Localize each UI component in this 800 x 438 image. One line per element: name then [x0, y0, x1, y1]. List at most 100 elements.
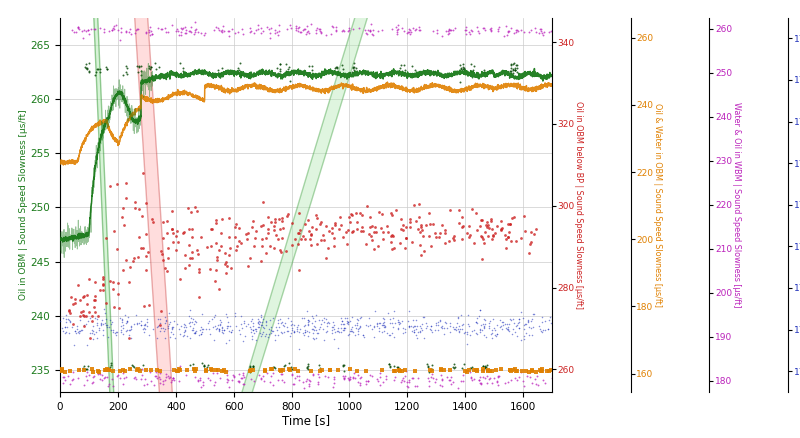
Point	[181, 332, 194, 339]
Point	[121, 317, 134, 324]
Point	[249, 234, 262, 241]
Point	[518, 28, 530, 35]
Point	[470, 318, 482, 325]
Point	[518, 335, 530, 342]
Point	[459, 27, 472, 34]
Point	[137, 169, 150, 176]
Point	[120, 373, 133, 380]
Point	[66, 369, 79, 376]
Point	[98, 306, 110, 313]
Point	[258, 332, 271, 339]
Point	[394, 367, 406, 374]
Point	[314, 218, 327, 225]
Point	[294, 236, 307, 243]
Point	[495, 325, 508, 332]
Point	[365, 30, 378, 37]
Point	[447, 233, 460, 240]
Point	[473, 377, 486, 384]
Point	[119, 328, 132, 335]
Point	[71, 25, 84, 32]
Point	[526, 324, 539, 331]
Point	[123, 25, 136, 32]
Point	[181, 367, 194, 374]
Point	[208, 313, 221, 320]
Point	[157, 325, 170, 332]
Point	[263, 243, 276, 250]
Point	[306, 315, 319, 322]
Point	[452, 314, 465, 321]
Point	[150, 368, 162, 375]
Point	[262, 230, 274, 237]
Point	[77, 364, 90, 371]
Point	[435, 324, 448, 331]
Point	[181, 205, 194, 212]
Point	[89, 314, 102, 321]
Point	[209, 278, 222, 285]
Point	[188, 317, 201, 324]
Point	[390, 31, 403, 38]
Point	[352, 331, 365, 338]
Point	[269, 29, 282, 36]
Point	[321, 374, 334, 381]
Point	[62, 316, 74, 323]
Point	[238, 380, 250, 387]
Point	[517, 314, 530, 321]
Point	[294, 28, 306, 35]
Point	[522, 323, 535, 330]
Point	[302, 360, 314, 367]
Point	[345, 229, 358, 236]
Point	[265, 373, 278, 380]
Point	[399, 326, 412, 333]
Point	[415, 226, 428, 233]
Point	[110, 22, 122, 29]
Point	[103, 366, 116, 373]
Point	[244, 362, 257, 369]
Point	[301, 375, 314, 382]
Point	[391, 367, 404, 374]
Point	[94, 371, 106, 378]
Point	[282, 211, 294, 218]
Point	[358, 26, 371, 33]
Point	[252, 371, 265, 378]
Point	[336, 326, 349, 333]
Point	[461, 320, 474, 327]
Point	[138, 381, 150, 388]
Point	[336, 28, 349, 35]
Point	[82, 363, 94, 370]
Point	[492, 373, 505, 380]
Point	[97, 273, 110, 280]
Point	[522, 318, 534, 325]
Point	[270, 232, 282, 239]
Point	[535, 29, 548, 36]
Point	[120, 64, 133, 71]
Point	[330, 23, 342, 30]
Point	[225, 328, 238, 335]
Point	[297, 378, 310, 385]
Point	[407, 202, 420, 209]
Point	[478, 316, 491, 323]
Point	[336, 61, 349, 68]
Point	[142, 301, 155, 308]
Point	[398, 373, 411, 380]
Point	[338, 324, 351, 331]
Point	[170, 28, 182, 35]
Point	[151, 25, 164, 32]
Point	[494, 317, 506, 324]
Point	[249, 326, 262, 333]
Point	[174, 366, 186, 373]
Point	[477, 363, 490, 370]
Point	[284, 77, 297, 84]
Point	[426, 361, 438, 368]
Point	[76, 35, 89, 42]
Point	[501, 323, 514, 330]
Point	[117, 367, 130, 374]
Point	[525, 318, 538, 325]
Point	[274, 249, 287, 256]
Point	[432, 326, 445, 333]
Point	[526, 311, 539, 318]
Point	[526, 367, 538, 374]
Point	[300, 31, 313, 38]
Point	[498, 33, 510, 40]
Point	[393, 318, 406, 325]
Point	[243, 25, 256, 32]
